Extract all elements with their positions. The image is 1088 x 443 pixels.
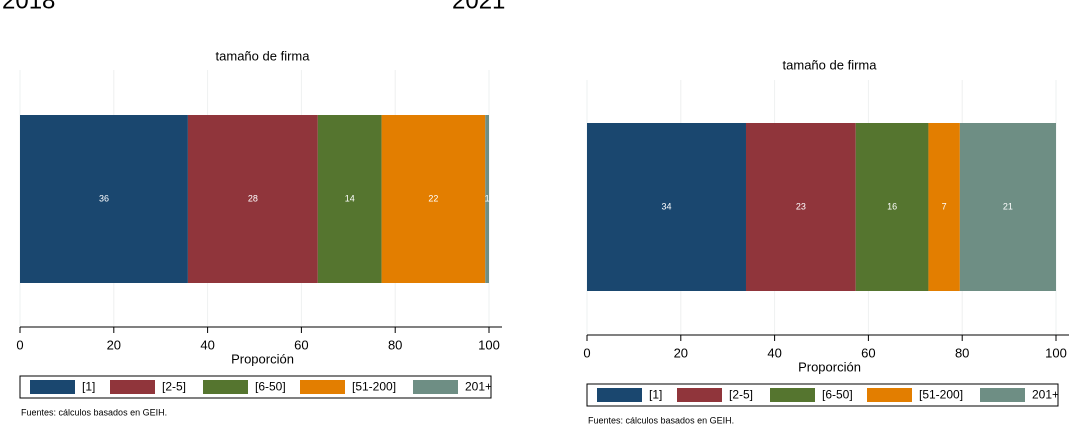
- legend-swatch: [867, 388, 912, 402]
- bar-segment: [20, 115, 188, 283]
- source-note: Fuentes: cálculos basados en GEIH.: [588, 415, 734, 425]
- legend-label: [6-50]: [255, 380, 286, 394]
- legend-swatch: [300, 380, 345, 394]
- legend-swatch: [677, 388, 722, 402]
- bar-segment: [928, 123, 960, 291]
- bar-segment: [745, 123, 856, 291]
- value-label: 7: [942, 201, 947, 211]
- legend-swatch: [770, 388, 815, 402]
- source-note: Fuentes: cálculos basados en GEIH.: [21, 407, 167, 417]
- x-tick-label: 100: [478, 337, 500, 352]
- legend-label: [2-5]: [162, 380, 186, 394]
- value-label: 34: [661, 201, 671, 211]
- value-label: 28: [248, 193, 258, 203]
- bar-segment: [959, 123, 1056, 291]
- x-tick-label: 60: [861, 345, 875, 360]
- legend-swatch: [980, 388, 1025, 402]
- x-tick-label: 20: [107, 337, 121, 352]
- panel-heading: 2021: [452, 0, 505, 14]
- legend-label: [1]: [82, 380, 95, 394]
- x-tick-label: 40: [767, 345, 781, 360]
- x-tick-label: 100: [1045, 345, 1067, 360]
- panel-heading: 2018: [2, 0, 55, 14]
- legend-swatch: [597, 388, 642, 402]
- x-tick-label: 80: [388, 337, 402, 352]
- x-axis-label: Proporción: [798, 359, 861, 374]
- legend-label: [2-5]: [729, 388, 753, 402]
- value-label: 23: [796, 201, 806, 211]
- legend-swatch: [30, 380, 75, 394]
- bar-segment: [855, 123, 929, 291]
- x-tick-label: 20: [674, 345, 688, 360]
- x-tick-label: 0: [16, 337, 23, 352]
- bar-segment: [587, 123, 746, 291]
- chart-title: tamaño de firma: [216, 48, 311, 63]
- bar-segment: [317, 115, 382, 283]
- legend-swatch: [110, 380, 155, 394]
- value-label: 14: [345, 193, 355, 203]
- x-tick-label: 80: [955, 345, 969, 360]
- chart-title: tamaño de firma: [783, 57, 878, 72]
- legend-label: 201+: [1032, 388, 1059, 402]
- x-axis-label: Proporción: [231, 351, 294, 366]
- legend-label: [1]: [649, 388, 662, 402]
- value-label: 1: [485, 193, 490, 203]
- legend-label: [6-50]: [822, 388, 853, 402]
- bar-segment: [187, 115, 318, 283]
- value-label: 36: [99, 193, 109, 203]
- value-label: 16: [887, 201, 897, 211]
- bar-segment: [485, 115, 489, 283]
- x-tick-label: 60: [294, 337, 308, 352]
- legend-swatch: [203, 380, 248, 394]
- value-label: 22: [428, 193, 438, 203]
- legend-swatch: [413, 380, 458, 394]
- legend-label: [51-200]: [352, 380, 396, 394]
- bar-segment: [381, 115, 486, 283]
- x-tick-label: 0: [583, 345, 590, 360]
- legend-label: 201+: [465, 380, 492, 394]
- x-tick-label: 40: [200, 337, 214, 352]
- value-label: 21: [1003, 201, 1013, 211]
- legend-label: [51-200]: [919, 388, 963, 402]
